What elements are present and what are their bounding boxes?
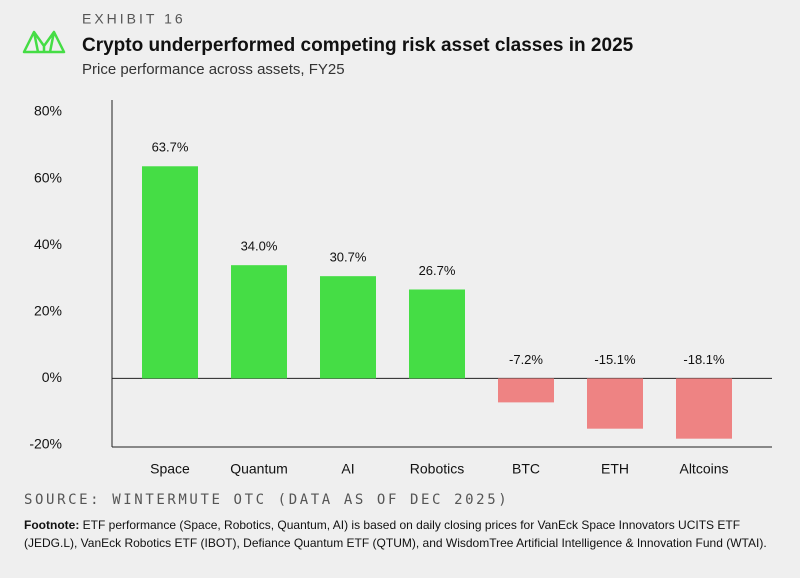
value-label: -15.1% (594, 352, 636, 367)
bar (231, 265, 287, 379)
x-tick-label: Space (150, 461, 190, 477)
subtitle: Price performance across assets, FY25 (82, 61, 345, 78)
exhibit: EXHIBIT 16 (82, 11, 186, 27)
bar (409, 289, 465, 379)
y-tick-label: -20% (29, 436, 62, 452)
x-tick-label: AI (341, 461, 354, 477)
footnote: Footnote: ETF performance (Space, Roboti… (24, 516, 776, 552)
value-label: 63.7% (152, 140, 189, 155)
bar (498, 378, 554, 403)
y-tick-label: 0% (42, 369, 62, 385)
value-label: -7.2% (509, 352, 543, 367)
source: SOURCE: WINTERMUTE OTC (DATA AS OF DEC 2… (24, 492, 509, 508)
x-tick-label: BTC (512, 461, 540, 477)
y-tick-label: 80% (34, 103, 62, 119)
bar (587, 378, 643, 429)
bar (676, 378, 732, 439)
value-label: 30.7% (330, 250, 367, 265)
value-label: 26.7% (419, 263, 456, 278)
value-label: 34.0% (241, 239, 278, 254)
y-tick-label: 20% (34, 303, 62, 319)
footnote-text: ETF performance (Space, Robotics, Quantu… (24, 518, 767, 550)
bar (320, 276, 376, 379)
x-tick-label: Robotics (410, 461, 464, 477)
value-label: -18.1% (683, 352, 725, 367)
y-tick-label: 60% (34, 169, 62, 185)
y-tick-label: 40% (34, 236, 62, 252)
x-tick-label: ETH (601, 461, 629, 477)
bar (142, 166, 198, 379)
footnote-label: Footnote: (24, 518, 80, 532)
logo (22, 30, 66, 54)
title: Crypto underperformed competing risk ass… (82, 35, 634, 56)
x-tick-label: Quantum (230, 461, 288, 477)
x-tick-label: Altcoins (679, 461, 728, 477)
